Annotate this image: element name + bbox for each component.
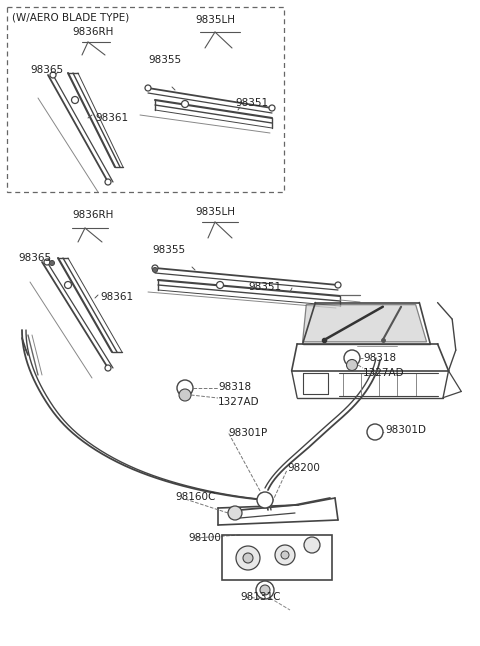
Circle shape: [105, 365, 111, 371]
Circle shape: [304, 537, 320, 553]
Circle shape: [181, 101, 189, 107]
Text: 98365: 98365: [18, 253, 51, 263]
Text: 98351: 98351: [235, 98, 268, 108]
Text: 9836RH: 9836RH: [72, 27, 113, 37]
Circle shape: [335, 282, 341, 288]
Circle shape: [344, 350, 360, 366]
Circle shape: [269, 105, 275, 111]
Circle shape: [228, 506, 242, 520]
Circle shape: [216, 282, 224, 289]
Circle shape: [275, 545, 295, 565]
Circle shape: [347, 360, 358, 371]
Text: 98200: 98200: [287, 463, 320, 473]
Circle shape: [49, 260, 55, 266]
Text: 1327AD: 1327AD: [218, 397, 260, 407]
Text: 98131C: 98131C: [240, 592, 280, 602]
Circle shape: [153, 267, 157, 273]
Text: 98361: 98361: [100, 292, 133, 302]
Text: 98355: 98355: [152, 245, 185, 255]
Circle shape: [257, 492, 273, 508]
Circle shape: [243, 553, 253, 563]
Circle shape: [179, 389, 191, 401]
Circle shape: [152, 265, 158, 271]
Text: 98355: 98355: [148, 55, 181, 65]
Circle shape: [256, 581, 274, 599]
Text: 9835LH: 9835LH: [195, 15, 235, 25]
Text: 98318: 98318: [218, 382, 251, 392]
Circle shape: [260, 585, 270, 595]
Circle shape: [105, 179, 111, 185]
Circle shape: [72, 96, 79, 103]
Text: 98301D: 98301D: [385, 425, 426, 435]
Text: 98318: 98318: [363, 353, 396, 363]
Circle shape: [177, 380, 193, 396]
Text: 9836RH: 9836RH: [72, 210, 113, 220]
Circle shape: [236, 546, 260, 570]
Text: (W/AERO BLADE TYPE): (W/AERO BLADE TYPE): [12, 12, 129, 22]
Bar: [222, 535, 332, 580]
Circle shape: [145, 85, 151, 91]
Bar: [7, 7, 284, 192]
Text: 98160C: 98160C: [175, 492, 216, 502]
Text: 98301P: 98301P: [228, 428, 267, 438]
Text: 98361: 98361: [95, 113, 128, 123]
Text: 98365: 98365: [30, 65, 63, 75]
Text: 1327AD: 1327AD: [363, 368, 405, 378]
Circle shape: [50, 72, 56, 78]
Circle shape: [281, 551, 289, 559]
Text: 9835LH: 9835LH: [195, 207, 235, 217]
Circle shape: [367, 424, 383, 440]
Text: 98100: 98100: [188, 533, 221, 543]
Circle shape: [44, 259, 50, 265]
Text: 98351: 98351: [248, 282, 281, 292]
Circle shape: [64, 282, 72, 289]
